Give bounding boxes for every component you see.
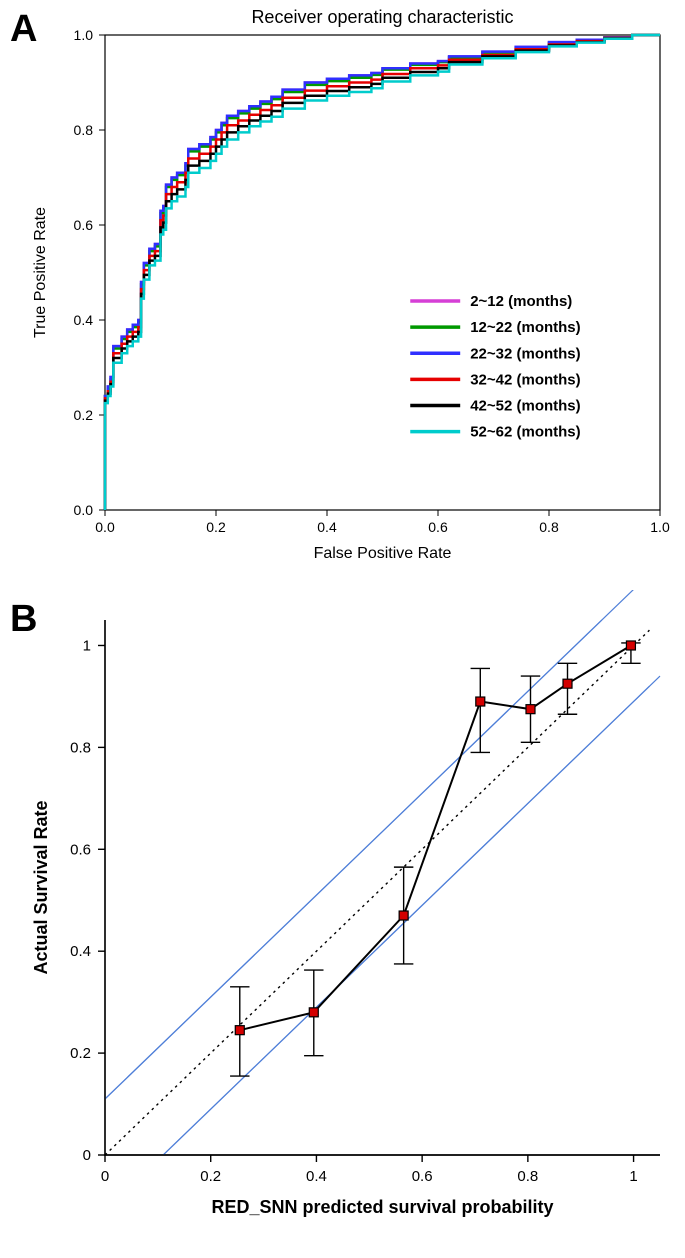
svg-text:0.4: 0.4 <box>317 519 337 535</box>
svg-text:42~52 (months): 42~52 (months) <box>470 398 580 415</box>
svg-text:32~42 (months): 32~42 (months) <box>470 371 580 388</box>
svg-text:0.0: 0.0 <box>74 502 94 518</box>
svg-text:1.0: 1.0 <box>650 519 670 535</box>
svg-text:1.0: 1.0 <box>74 27 94 43</box>
svg-text:12~22 (months): 12~22 (months) <box>470 319 580 336</box>
svg-text:Actual Survival Rate: Actual Survival Rate <box>31 800 51 974</box>
svg-text:RED_SNN predicted survival pro: RED_SNN predicted survival probability <box>211 1197 553 1217</box>
calibration-chart: 0 0.2 0.4 0.6 0.8 1 0 0.2 0.4 0.6 0.8 1 RED_SNN pred… <box>0 590 685 1258</box>
svg-text:0.8: 0.8 <box>70 739 91 756</box>
svg-text:False Positive Rate: False Positive Rate <box>314 545 452 562</box>
roc-chart: Receiver operating characteristic 0.0 0.2 0… <box>0 0 685 590</box>
svg-text:0.8: 0.8 <box>539 519 559 535</box>
svg-text:1: 1 <box>83 637 91 654</box>
svg-text:0: 0 <box>101 1168 109 1185</box>
svg-text:0.4: 0.4 <box>70 943 91 960</box>
svg-text:0.6: 0.6 <box>428 519 448 535</box>
svg-text:0.2: 0.2 <box>206 519 226 535</box>
panel-b-label: B <box>10 598 37 641</box>
svg-text:0.6: 0.6 <box>412 1168 433 1185</box>
svg-text:Receiver operating characteris: Receiver operating characteristic <box>251 7 513 27</box>
panel-b: B 0 0.2 0.4 0.6 0.8 1 0 0.2 0.4 0.6 0.8 1 RED_SNN pr… <box>0 590 685 1258</box>
svg-text:0.2: 0.2 <box>74 407 94 423</box>
panel-a: A Receiver operating characteristic0.00.… <box>0 0 685 590</box>
svg-text:0.6: 0.6 <box>74 217 94 233</box>
svg-text:1: 1 <box>629 1168 637 1185</box>
svg-text:0.4: 0.4 <box>306 1168 327 1185</box>
svg-text:0.4: 0.4 <box>74 312 94 328</box>
svg-text:0: 0 <box>83 1147 91 1164</box>
svg-text:True Positive Rate: True Positive Rate <box>32 207 49 338</box>
svg-text:0.0: 0.0 <box>95 519 115 535</box>
svg-text:0.2: 0.2 <box>70 1045 91 1062</box>
svg-text:0.8: 0.8 <box>74 122 94 138</box>
svg-text:22~32 (months): 22~32 (months) <box>470 345 580 362</box>
svg-text:52~62 (months): 52~62 (months) <box>470 424 580 441</box>
svg-text:0.2: 0.2 <box>200 1168 221 1185</box>
svg-text:2~12 (months): 2~12 (months) <box>470 293 572 310</box>
svg-text:0.6: 0.6 <box>70 841 91 858</box>
panel-a-label: A <box>10 8 37 51</box>
svg-text:0.8: 0.8 <box>517 1168 538 1185</box>
